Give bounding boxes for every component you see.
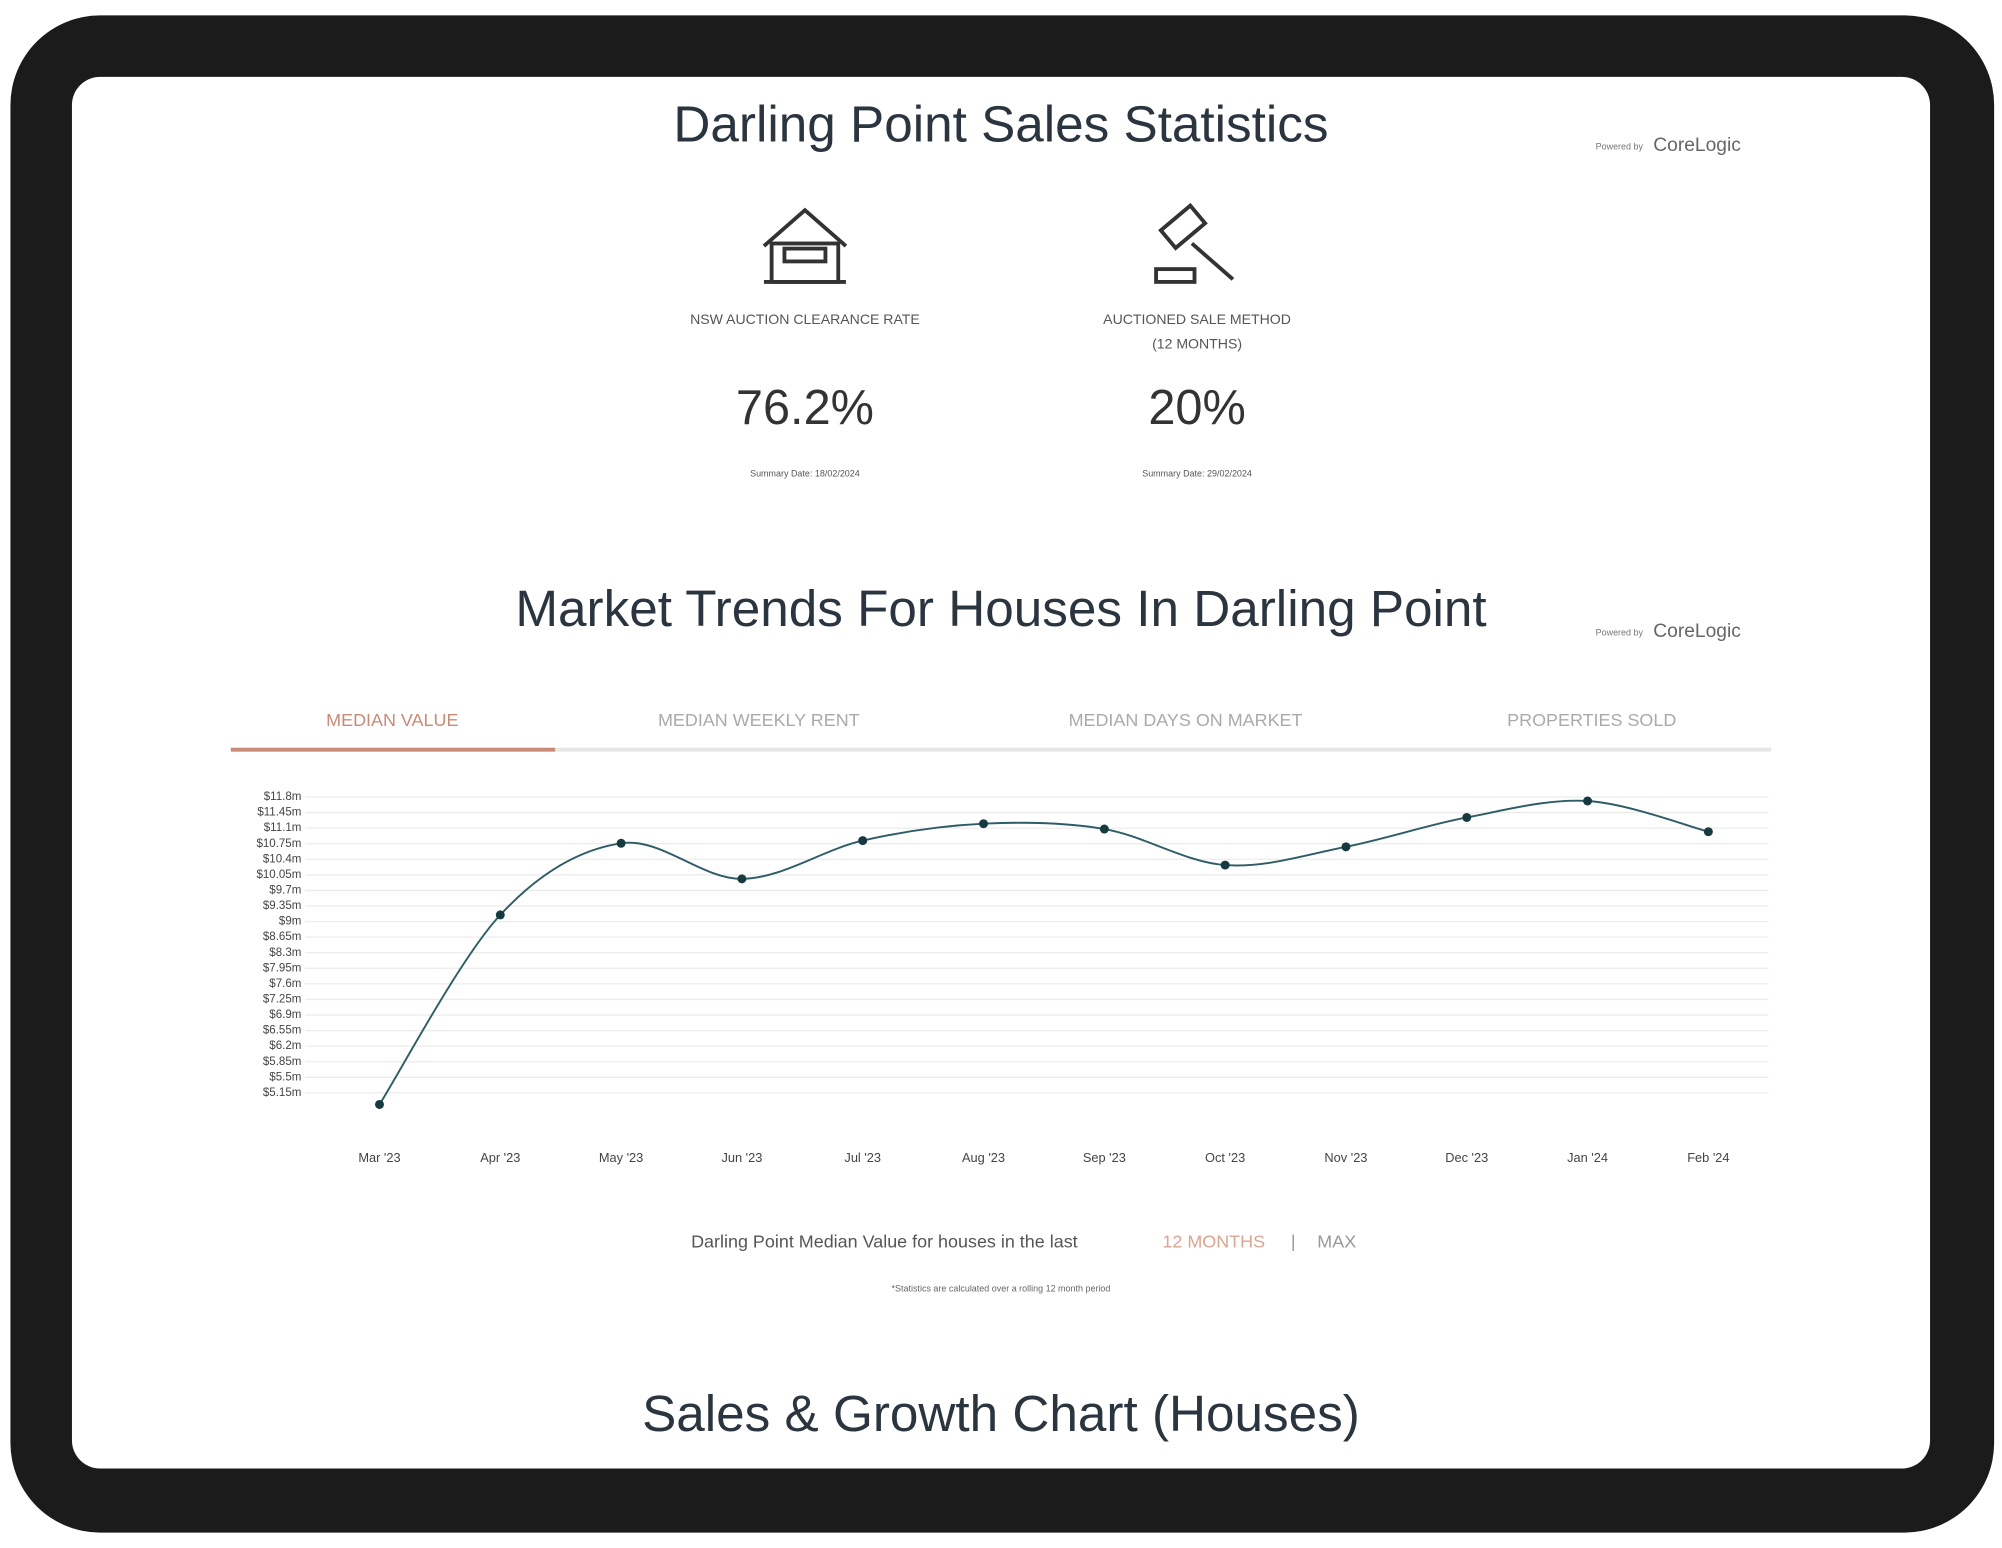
y-tick-label: $5.5m bbox=[269, 1071, 301, 1083]
x-tick-label: May '23 bbox=[599, 1150, 643, 1165]
data-point bbox=[737, 874, 747, 884]
y-tick-label: $6.9m bbox=[269, 1009, 301, 1021]
x-tick-label: Sep '23 bbox=[1083, 1150, 1126, 1165]
stat-note: Summary Date: 18/02/2024 bbox=[750, 469, 860, 479]
data-point bbox=[1462, 812, 1472, 822]
range-link[interactable]: 12 MONTHS bbox=[1162, 1232, 1265, 1252]
separator: | bbox=[1291, 1232, 1296, 1252]
brand: CoreLogic bbox=[1653, 621, 1741, 642]
tab[interactable]: MEDIAN DAYS ON MARKET bbox=[1069, 710, 1303, 730]
x-tick-label: Jan '24 bbox=[1567, 1150, 1608, 1165]
chart-caption: Darling Point Median Value for houses in… bbox=[691, 1232, 1078, 1252]
y-tick-label: $6.2m bbox=[269, 1040, 301, 1052]
data-point bbox=[1220, 860, 1230, 870]
x-tick-label: Dec '23 bbox=[1445, 1150, 1488, 1165]
stat-label: NSW AUCTION CLEARANCE RATE bbox=[690, 311, 920, 327]
x-tick-label: Mar '23 bbox=[358, 1150, 400, 1165]
data-point bbox=[616, 838, 626, 848]
gavel-icon bbox=[1154, 202, 1235, 284]
sold-house-icon bbox=[762, 207, 848, 284]
line-chart: $5.15m $5.5m $5.85m $6.2m $6.55m $6.9m $7.25m $… bbox=[256, 791, 1769, 1165]
x-tick-label: Feb '24 bbox=[1687, 1150, 1729, 1165]
tablet-screen bbox=[71, 76, 1931, 1469]
brand: CoreLogic bbox=[1653, 135, 1741, 156]
series-line bbox=[378, 799, 1709, 1105]
y-tick-label: $8.3m bbox=[269, 947, 301, 959]
data-point bbox=[375, 1099, 384, 1109]
powered-by: Powered by bbox=[1596, 627, 1644, 637]
y-tick-label: $11.1m bbox=[264, 822, 302, 834]
powered-by: Powered by bbox=[1596, 142, 1644, 152]
data-point bbox=[1341, 842, 1351, 852]
y-tick-label: $6.55m bbox=[263, 1025, 301, 1037]
y-tick-label: $7.25m bbox=[263, 993, 301, 1005]
y-tick-label: $5.85m bbox=[263, 1056, 301, 1068]
x-tick-label: Jul '23 bbox=[844, 1150, 881, 1165]
stat-note: Summary Date: 29/02/2024 bbox=[1142, 469, 1252, 479]
x-tick-label: Oct '23 bbox=[1205, 1150, 1245, 1165]
y-tick-label: $8.65m bbox=[263, 931, 301, 943]
tab[interactable]: MEDIAN WEEKLY RENT bbox=[658, 710, 860, 730]
stat-value: 20% bbox=[1148, 381, 1245, 435]
tab[interactable]: PROPERTIES SOLD bbox=[1507, 710, 1676, 730]
stat-label: AUCTIONED SALE METHOD bbox=[1103, 311, 1291, 327]
y-tick-label: $11.8m bbox=[264, 791, 302, 803]
section-title: Market Trends For Houses In Darling Poin… bbox=[515, 580, 1486, 637]
data-point bbox=[495, 910, 505, 920]
y-tick-label: $10.75m bbox=[256, 838, 301, 850]
stat-sublabel: (12 MONTHS) bbox=[1152, 335, 1242, 351]
section-title: Sales & Growth Chart (Houses) bbox=[642, 1385, 1360, 1442]
data-point bbox=[1099, 824, 1109, 834]
y-tick-label: $10.05m bbox=[256, 869, 301, 881]
data-point bbox=[1583, 796, 1593, 806]
y-tick-label: $9m bbox=[279, 916, 301, 928]
footnote: *Statistics are calculated over a rollin… bbox=[892, 1284, 1111, 1294]
stat-value: 76.2% bbox=[736, 381, 874, 435]
x-tick-label: Jun '23 bbox=[721, 1150, 762, 1165]
data-point bbox=[1703, 827, 1713, 837]
range-link[interactable]: MAX bbox=[1317, 1232, 1356, 1252]
y-tick-label: $7.6m bbox=[269, 978, 301, 990]
x-tick-label: Apr '23 bbox=[480, 1150, 520, 1165]
data-point bbox=[979, 819, 989, 829]
x-tick-label: Aug '23 bbox=[962, 1150, 1005, 1165]
y-tick-label: $5.15m bbox=[263, 1087, 301, 1099]
tab[interactable]: MEDIAN VALUE bbox=[326, 710, 458, 730]
page-title: Darling Point Sales Statistics bbox=[673, 96, 1328, 153]
y-tick-label: $9.35m bbox=[263, 900, 301, 912]
x-tick-label: Nov '23 bbox=[1324, 1150, 1367, 1165]
y-tick-label: $9.7m bbox=[269, 884, 301, 896]
y-tick-label: $7.95m bbox=[263, 962, 301, 974]
y-tick-label: $10.4m bbox=[263, 853, 301, 865]
y-tick-label: $11.45m bbox=[257, 807, 301, 819]
data-point bbox=[858, 836, 868, 846]
